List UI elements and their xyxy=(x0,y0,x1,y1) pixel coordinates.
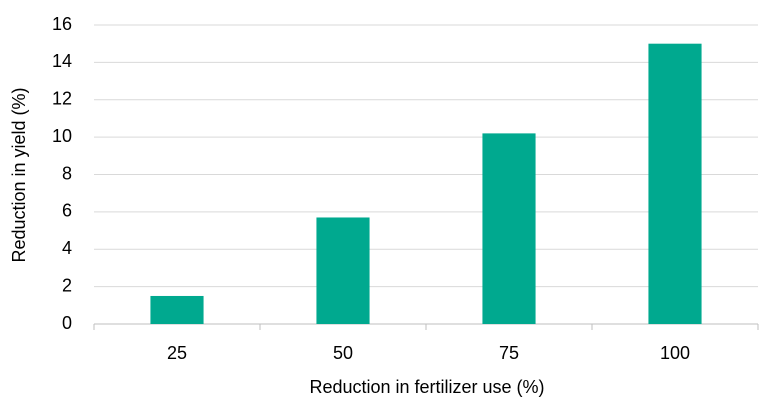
bar xyxy=(648,43,702,324)
y-tick-label: 8 xyxy=(62,163,72,183)
x-axis-label: Reduction in fertilizer use (%) xyxy=(309,377,544,397)
y-tick-label: 2 xyxy=(62,275,72,295)
x-tick-label: 50 xyxy=(333,343,353,363)
y-tick-label: 14 xyxy=(52,51,72,71)
bar xyxy=(150,295,204,324)
x-tick-label: 100 xyxy=(660,343,690,363)
bar xyxy=(316,217,370,324)
y-tick-label: 16 xyxy=(52,14,72,34)
x-tick-label: 25 xyxy=(167,343,187,363)
y-tick-label: 6 xyxy=(62,201,72,221)
y-tick-label: 12 xyxy=(52,89,72,109)
y-tick-label: 4 xyxy=(62,238,72,258)
y-tick-label: 0 xyxy=(62,313,72,333)
x-tick-label: 75 xyxy=(499,343,519,363)
y-tick-label: 10 xyxy=(52,126,72,146)
y-axis-label: Reduction in yield (%) xyxy=(9,87,29,262)
bar xyxy=(482,133,536,324)
